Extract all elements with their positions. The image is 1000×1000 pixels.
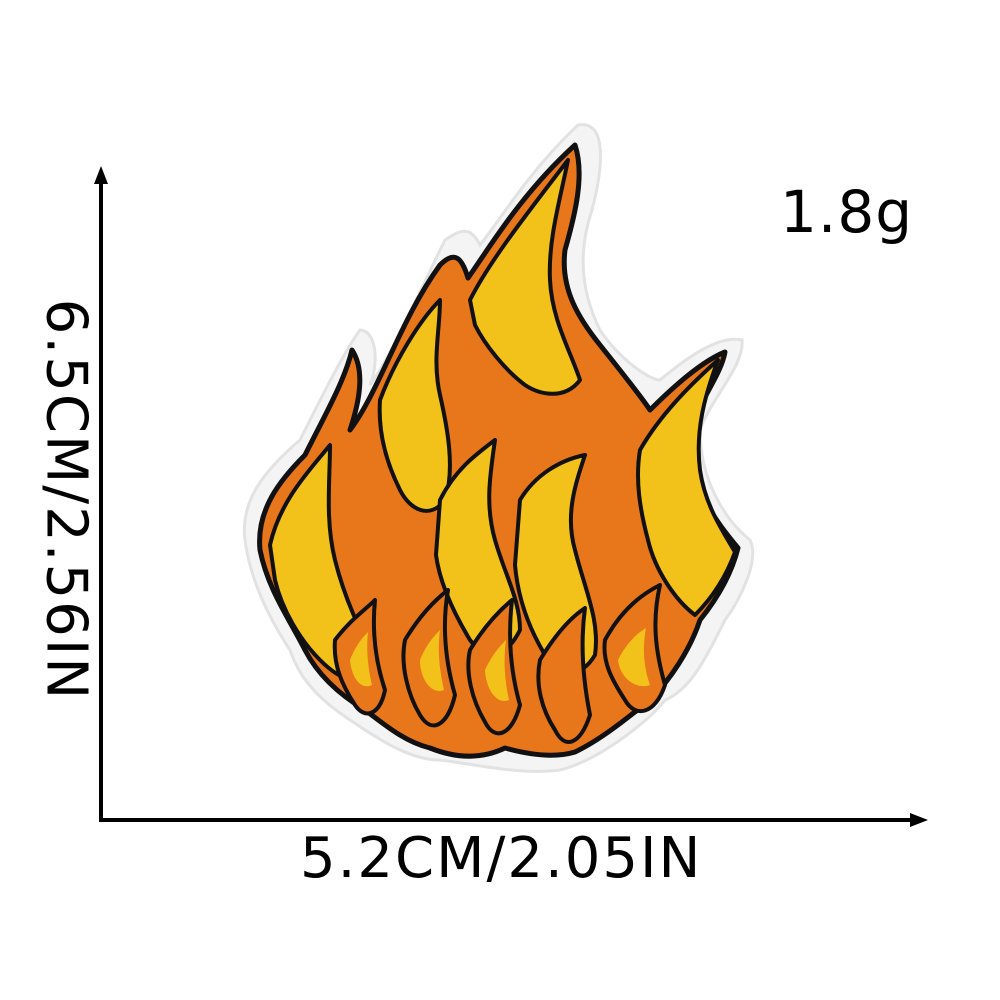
flame-highlight-4 [618, 628, 650, 687]
width-arrow-head [910, 813, 928, 827]
flame-tip-4 [536, 606, 592, 744]
flame-tongue-left [268, 443, 377, 681]
flame-highlight-3 [485, 640, 509, 701]
flame-tongue-right [636, 358, 737, 617]
weight-label: 1.8g [780, 178, 914, 246]
height-arrow-head [94, 166, 108, 184]
flame-tongue-top [468, 158, 582, 396]
flame-tongue-center [434, 438, 522, 656]
flame-tongue-upper-left [377, 298, 452, 513]
height-dimension-label: 6.5CM/2.56IN [33, 298, 99, 702]
flame-highlight-1 [350, 632, 372, 687]
width-dimension-label: 5.2CM/2.05IN [300, 826, 703, 891]
flame-highlight-2 [420, 630, 444, 691]
